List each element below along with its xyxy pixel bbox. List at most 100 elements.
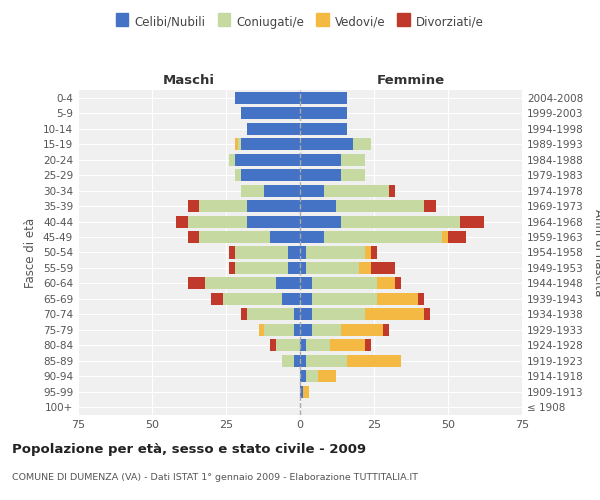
Bar <box>389 184 395 196</box>
Bar <box>205 278 277 289</box>
Bar <box>300 169 341 181</box>
Bar <box>306 262 359 274</box>
Bar <box>300 278 312 289</box>
Bar <box>300 293 312 305</box>
Bar <box>306 340 329 351</box>
Bar <box>247 216 300 228</box>
Bar <box>300 231 323 243</box>
Bar <box>300 184 323 196</box>
Bar <box>238 138 241 150</box>
Bar <box>223 293 282 305</box>
Bar <box>300 154 341 166</box>
Bar <box>300 340 306 351</box>
Bar <box>365 246 371 258</box>
Bar <box>300 138 353 150</box>
Bar <box>300 107 347 119</box>
Bar <box>347 355 401 367</box>
Bar <box>247 200 300 212</box>
Y-axis label: Fasce di età: Fasce di età <box>25 218 37 288</box>
Bar <box>300 386 303 398</box>
Bar <box>300 216 341 228</box>
Bar <box>424 200 436 212</box>
Text: Femmine: Femmine <box>377 74 445 87</box>
Bar <box>241 107 300 119</box>
Bar <box>460 216 484 228</box>
Bar <box>365 308 424 320</box>
Bar <box>353 138 371 150</box>
Bar <box>300 324 312 336</box>
Bar <box>188 231 199 243</box>
Y-axis label: Anni di nascita: Anni di nascita <box>592 209 600 296</box>
Bar <box>271 340 277 351</box>
Text: COMUNE DI DUMENZA (VA) - Dati ISTAT 1° gennaio 2009 - Elaborazione TUTTITALIA.IT: COMUNE DI DUMENZA (VA) - Dati ISTAT 1° g… <box>12 472 418 482</box>
Bar <box>329 340 365 351</box>
Bar <box>306 355 347 367</box>
Bar <box>265 184 300 196</box>
Bar <box>259 324 265 336</box>
Bar <box>312 293 377 305</box>
Bar <box>323 231 442 243</box>
Bar <box>306 246 365 258</box>
Bar <box>371 246 377 258</box>
Bar <box>235 92 300 104</box>
Bar <box>300 200 335 212</box>
Bar <box>448 231 466 243</box>
Bar <box>294 355 300 367</box>
Bar <box>341 216 460 228</box>
Bar <box>247 122 300 134</box>
Bar <box>282 355 294 367</box>
Legend: Celibi/Nubili, Coniugati/e, Vedovi/e, Divorziati/e: Celibi/Nubili, Coniugati/e, Vedovi/e, Di… <box>111 11 489 34</box>
Bar <box>383 324 389 336</box>
Bar <box>235 154 300 166</box>
Bar <box>199 231 271 243</box>
Bar <box>235 262 288 274</box>
Bar <box>288 246 300 258</box>
Bar <box>323 184 389 196</box>
Bar <box>312 324 341 336</box>
Bar <box>442 231 448 243</box>
Bar <box>303 386 309 398</box>
Bar <box>294 324 300 336</box>
Bar <box>265 324 294 336</box>
Bar <box>300 92 347 104</box>
Bar <box>312 278 377 289</box>
Bar <box>377 293 418 305</box>
Bar <box>300 122 347 134</box>
Bar <box>395 278 401 289</box>
Bar <box>365 340 371 351</box>
Bar <box>318 370 335 382</box>
Bar <box>229 262 235 274</box>
Bar <box>300 262 306 274</box>
Bar <box>312 308 365 320</box>
Bar <box>341 154 365 166</box>
Bar <box>300 370 306 382</box>
Bar <box>424 308 430 320</box>
Bar <box>176 216 188 228</box>
Bar <box>300 246 306 258</box>
Bar <box>288 262 300 274</box>
Bar <box>300 355 306 367</box>
Bar <box>277 278 300 289</box>
Bar <box>188 278 205 289</box>
Bar <box>418 293 424 305</box>
Bar <box>335 200 424 212</box>
Bar <box>235 138 238 150</box>
Bar <box>241 169 300 181</box>
Bar <box>229 246 235 258</box>
Bar <box>377 278 395 289</box>
Bar <box>294 308 300 320</box>
Bar <box>277 340 300 351</box>
Bar <box>371 262 395 274</box>
Bar <box>199 200 247 212</box>
Text: Popolazione per età, sesso e stato civile - 2009: Popolazione per età, sesso e stato civil… <box>12 442 366 456</box>
Bar <box>300 308 312 320</box>
Bar <box>241 308 247 320</box>
Bar <box>282 293 300 305</box>
Bar <box>341 169 365 181</box>
Bar <box>306 370 318 382</box>
Bar <box>241 184 265 196</box>
Bar <box>188 216 247 228</box>
Bar <box>271 231 300 243</box>
Bar <box>341 324 383 336</box>
Text: Maschi: Maschi <box>163 74 215 87</box>
